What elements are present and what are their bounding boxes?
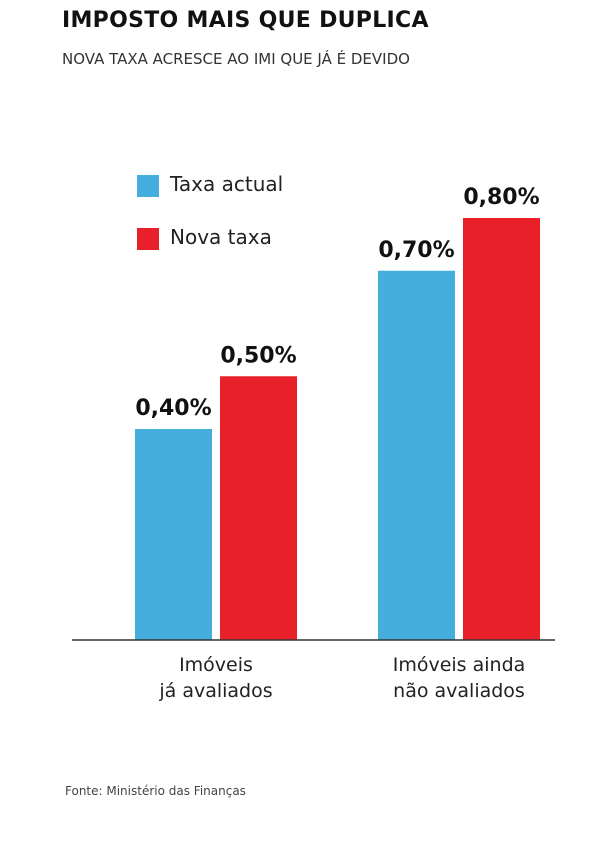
bar [220, 376, 297, 640]
value-label: 0,40% [135, 396, 211, 421]
x-tick-label: Imóveis ainda não avaliados [392, 654, 526, 702]
x-tick-label: Imóveis já avaliados [159, 654, 273, 702]
legend-swatch [137, 175, 159, 197]
bar [135, 429, 212, 640]
value-label: 0,80% [463, 185, 539, 210]
value-label: 0,70% [378, 238, 454, 263]
legend-label: Taxa actual [170, 172, 284, 196]
source-note: Fonte: Ministério das Finanças [65, 784, 246, 798]
bar [378, 270, 455, 640]
chart-title: IMPOSTO MAIS QUE DUPLICA [62, 8, 429, 33]
bar [463, 218, 540, 640]
value-label: 0,50% [220, 343, 296, 368]
legend-label: Nova taxa [170, 225, 272, 249]
chart-subtitle: NOVA TAXA ACRESCE AO IMI QUE JÁ É DEVIDO [62, 50, 410, 68]
legend-swatch [137, 228, 159, 250]
